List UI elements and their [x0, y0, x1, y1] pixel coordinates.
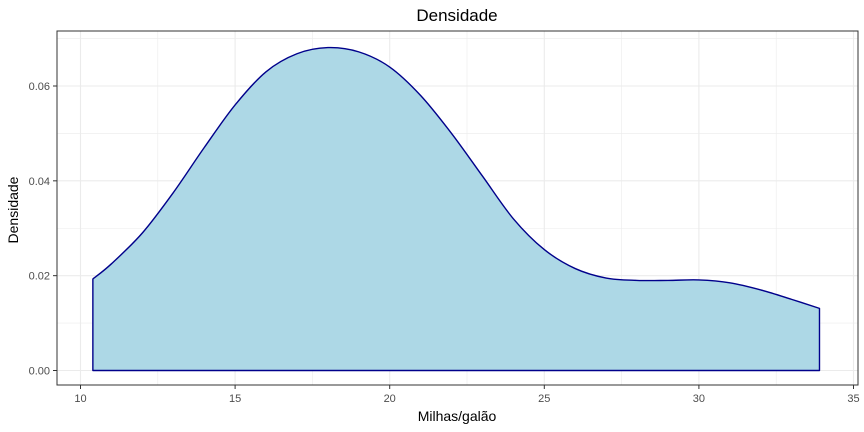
x-tick-label: 15: [229, 393, 241, 405]
x-axis: 10 15 20 25 30 35: [74, 385, 860, 405]
x-tick-label: 35: [847, 393, 859, 405]
y-tick-label: 0.00: [29, 366, 50, 378]
y-axis-title: Densidade: [5, 176, 21, 243]
x-tick-label: 25: [538, 393, 550, 405]
density-area-fill: [92, 46, 821, 372]
panel-border: [56, 30, 859, 386]
density-area: [92, 46, 821, 372]
y-tick-label: 0.04: [29, 176, 50, 188]
x-tick-label: 10: [74, 393, 86, 405]
x-tick-label: 20: [384, 393, 396, 405]
y-tick-label: 0.06: [29, 81, 50, 93]
x-tick-label: 30: [693, 393, 705, 405]
chart-title: Densidade: [416, 6, 497, 25]
x-axis-title: Milhas/galão: [418, 408, 497, 424]
y-tick-label: 0.02: [29, 271, 50, 283]
y-axis: 0.00 0.02 0.04 0.06: [29, 81, 57, 378]
